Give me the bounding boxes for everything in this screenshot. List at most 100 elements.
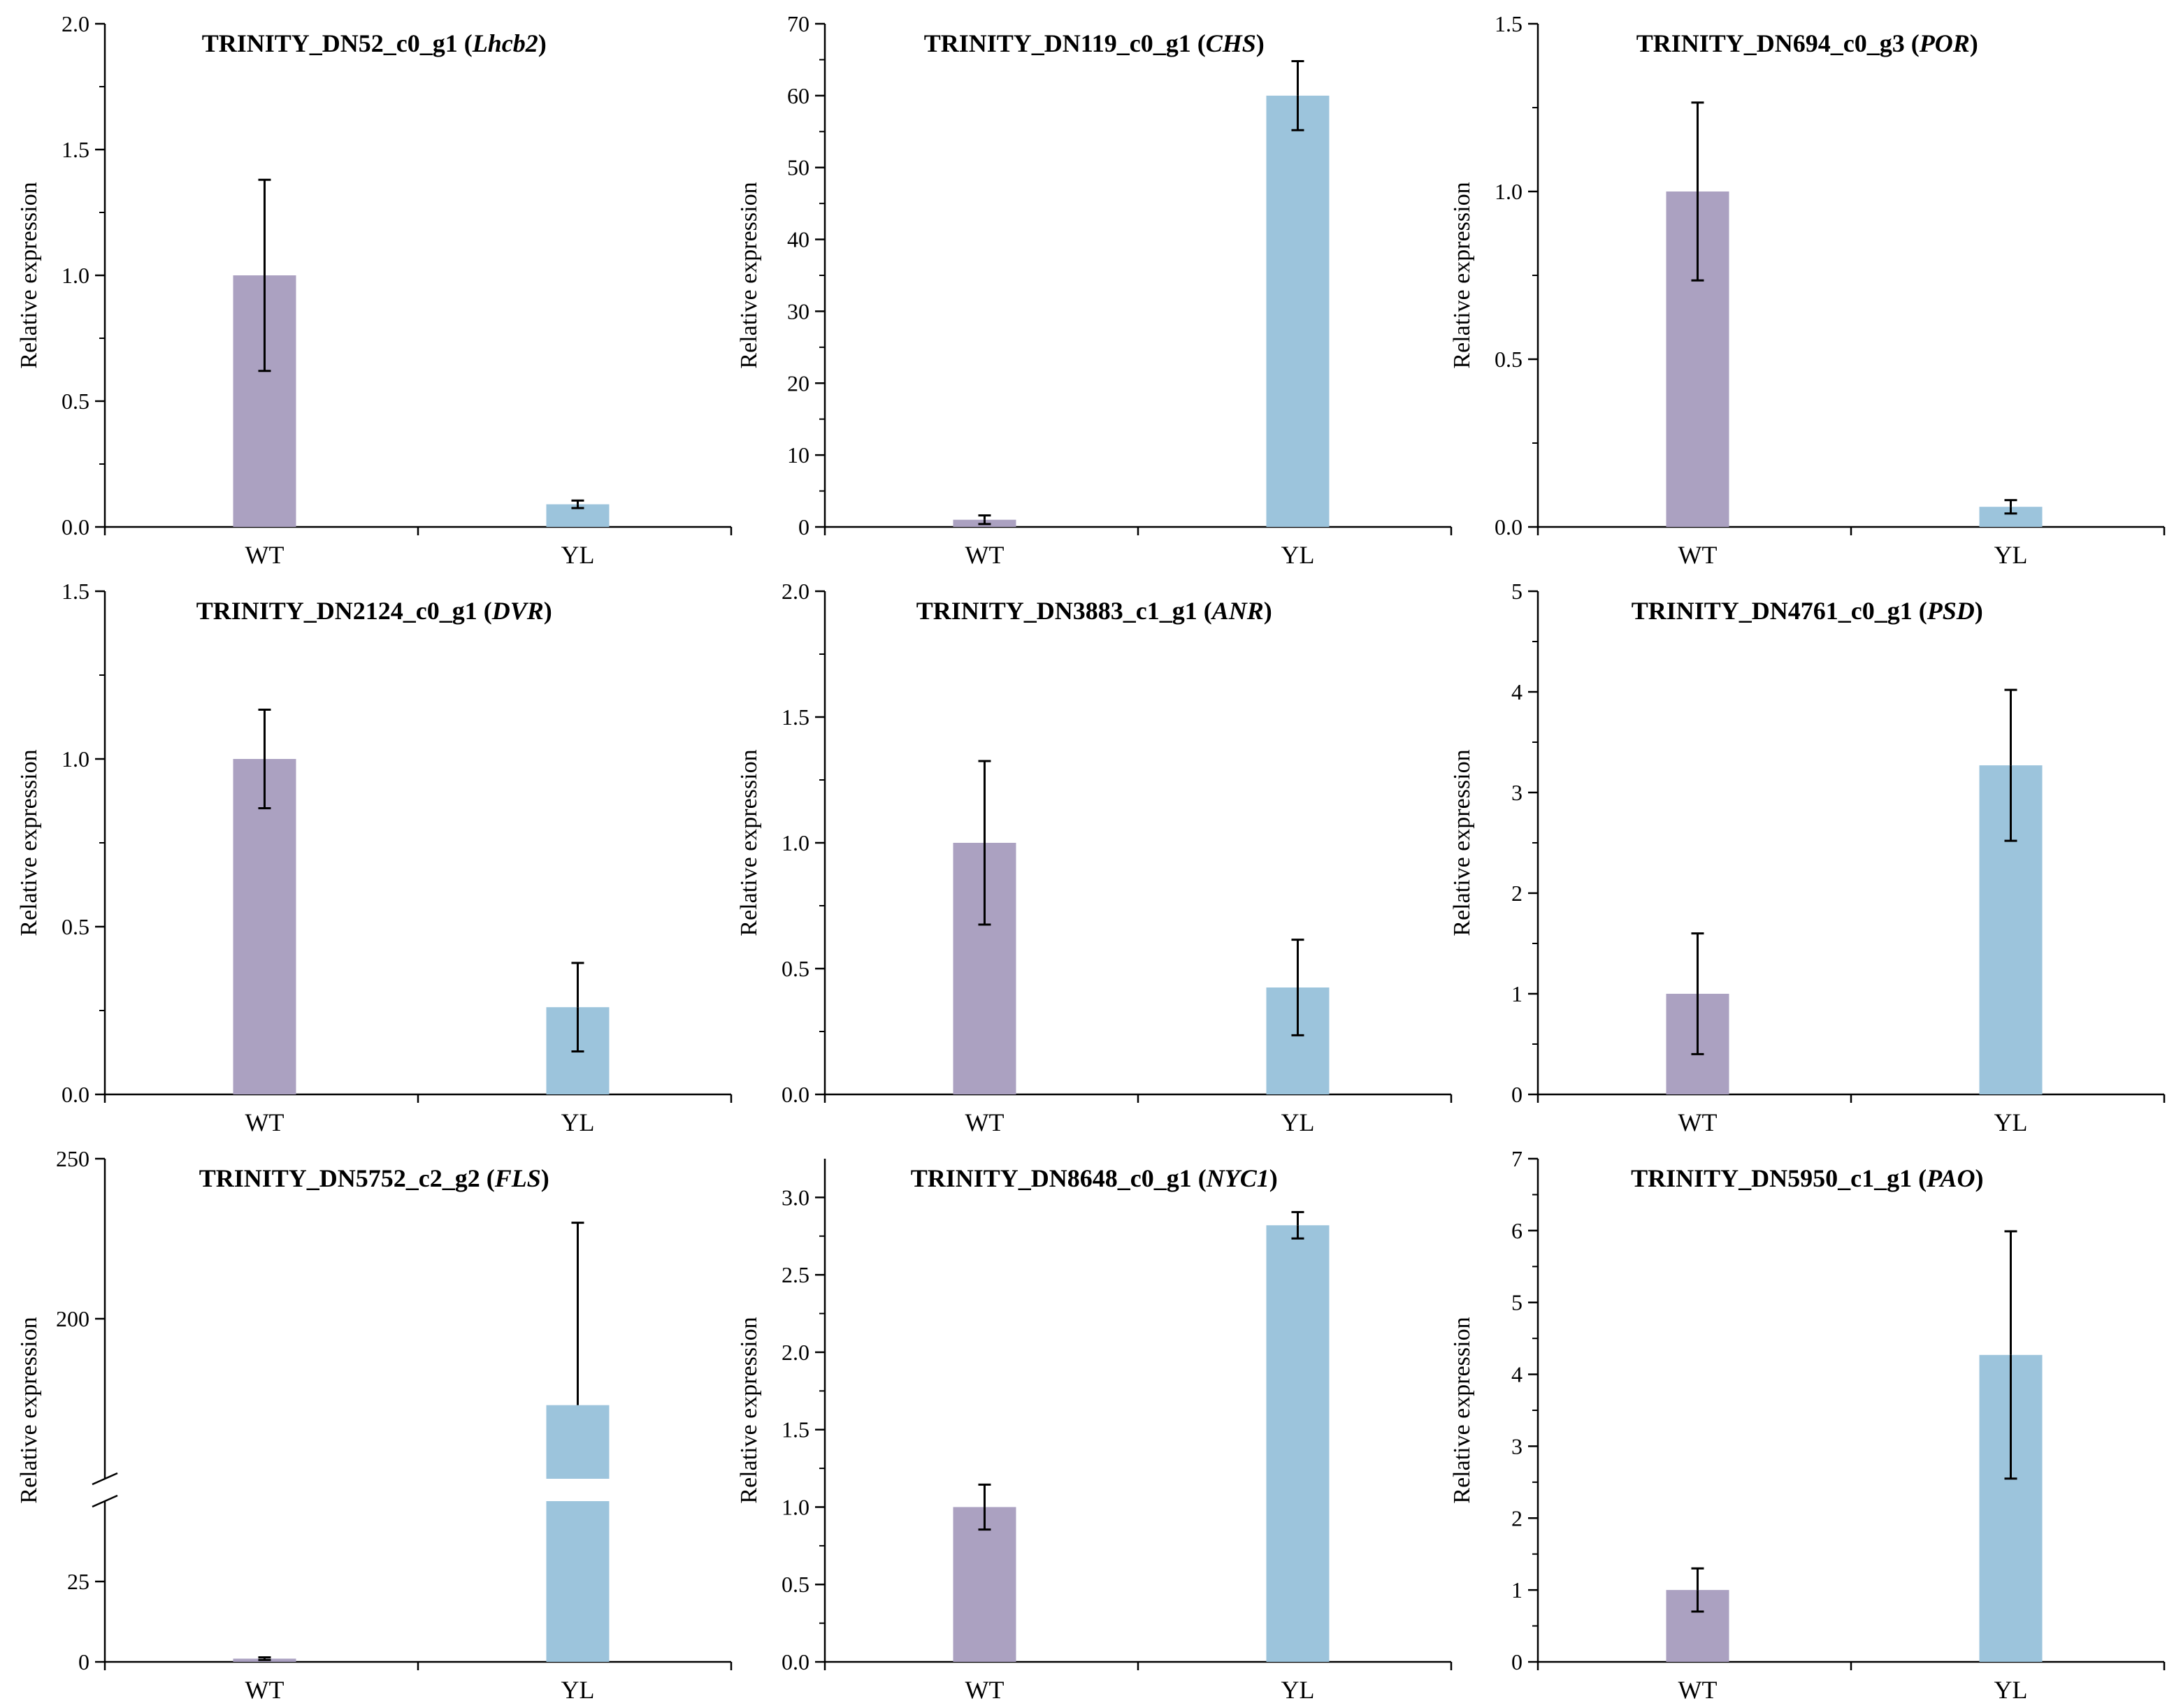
x-category-label: YL xyxy=(1994,541,2027,569)
y-tick-label: 0.0 xyxy=(782,1649,809,1674)
y-tick-label: 1.5 xyxy=(782,704,809,730)
y-tick-label: 0 xyxy=(798,514,809,540)
x-category-label: YL xyxy=(1281,1676,1314,1704)
y-tick-label: 1.0 xyxy=(62,263,89,288)
y-tick-label: 25 xyxy=(67,1569,89,1594)
y-tick-label: 1.0 xyxy=(1495,179,1523,204)
y-tick-label: 0.5 xyxy=(62,914,89,939)
y-axis-label: Relative expression xyxy=(16,182,42,368)
chart-panel: 0.0 0.5 1.0 1.5 2.0 WT YL TRINITY_DN3883_c1_g1 … xyxy=(736,579,1453,1136)
y-tick-label: 70 xyxy=(787,11,809,36)
x-category-label: YL xyxy=(1281,541,1314,569)
y-tick-label: 2 xyxy=(1511,1505,1523,1530)
y-tick-label: 1 xyxy=(1511,981,1523,1006)
chart-panel: 0 10 20 30 40 50 60 70 WT YL TRINITY_DN119_c0_g1 (… xyxy=(736,11,1453,569)
chart-title: TRINITY_DN8648_c0_g1 (NYC1) xyxy=(911,1164,1278,1192)
chart-panel: 0 25 200 250 WT YL TRINITY_DN5752_c2_g2 (FLS) R… xyxy=(16,1146,733,1704)
y-tick-label: 0 xyxy=(1511,1649,1523,1674)
y-tick-label: 1.5 xyxy=(1495,11,1523,36)
y-tick-label: 20 xyxy=(787,370,809,396)
y-tick-label: 50 xyxy=(787,155,809,180)
x-category-label: YL xyxy=(1281,1108,1314,1136)
chart-title: TRINITY_DN119_c0_g1 (CHS) xyxy=(924,29,1265,57)
x-category-label: WT xyxy=(245,1676,284,1704)
chart-title: TRINITY_DN2124_c0_g1 (DVR) xyxy=(196,597,552,625)
y-tick-label: 1.5 xyxy=(62,579,89,604)
chart-title: TRINITY_DN52_c0_g1 (Lhcb2) xyxy=(202,29,547,57)
y-axis-label: Relative expression xyxy=(16,1317,42,1503)
y-tick-label: 0.0 xyxy=(62,1082,89,1107)
bar xyxy=(953,1507,1016,1662)
axis-break-gap xyxy=(101,1479,109,1501)
x-category-label: WT xyxy=(965,541,1004,569)
x-category-label: WT xyxy=(1678,1676,1717,1704)
y-tick-label: 2.0 xyxy=(62,11,89,36)
chart-title: TRINITY_DN3883_c1_g1 (ANR) xyxy=(916,597,1272,625)
x-category-label: YL xyxy=(561,1108,594,1136)
y-tick-label: 2.0 xyxy=(782,1340,809,1365)
chart-panel: 0.0 0.5 1.0 1.5 WT YL TRINITY_DN694_c0_g3 (POR… xyxy=(1449,11,2166,569)
x-category-label: WT xyxy=(1678,541,1717,569)
y-tick-label: 40 xyxy=(787,227,809,252)
y-tick-label: 2.5 xyxy=(782,1262,809,1287)
chart-panel: 0 1 2 3 4 5 6 7 WT YL TRINITY_DN5950_c1_g1 (PAO) Re… xyxy=(1449,1146,2166,1704)
y-tick-label: 7 xyxy=(1511,1146,1523,1171)
y-tick-label: 3.0 xyxy=(782,1185,809,1210)
y-tick-label: 30 xyxy=(787,298,809,324)
y-tick-label: 1.0 xyxy=(782,1494,809,1519)
y-tick-label: 3 xyxy=(1511,1433,1523,1459)
y-tick-label: 4 xyxy=(1511,679,1523,704)
axis-break-mark xyxy=(92,1494,118,1508)
y-axis-label: Relative expression xyxy=(736,1317,762,1503)
x-category-label: YL xyxy=(1994,1676,2027,1704)
chart-panel: 0.0 0.5 1.0 1.5 2.0 2.5 3.0 WT YL TRINITY_DN8648_… xyxy=(736,1159,1453,1704)
chart-title: TRINITY_DN694_c0_g3 (POR) xyxy=(1636,29,1978,57)
y-tick-label: 0.5 xyxy=(782,956,809,981)
y-axis-label: Relative expression xyxy=(1449,1317,1475,1503)
y-tick-label: 0.0 xyxy=(782,1082,809,1107)
y-tick-label: 5 xyxy=(1511,1290,1523,1315)
y-tick-label: 0 xyxy=(78,1649,89,1674)
y-tick-label: 1.0 xyxy=(782,830,809,855)
y-tick-label: 1.0 xyxy=(62,746,89,772)
chart-panel: 0.0 0.5 1.0 1.5 2.0 WT YL TRINITY_DN52_c0_g1 (L… xyxy=(16,11,733,569)
y-axis-label: Relative expression xyxy=(1449,749,1475,936)
x-category-label: YL xyxy=(1994,1108,2027,1136)
y-tick-label: 1.5 xyxy=(62,137,89,162)
y-tick-label: 2 xyxy=(1511,881,1523,906)
chart-title: TRINITY_DN4761_c0_g1 (PSD) xyxy=(1632,597,1983,625)
axis-break-mark xyxy=(92,1472,118,1486)
chart-title: TRINITY_DN5752_c2_g2 (FLS) xyxy=(199,1164,549,1192)
bar xyxy=(546,1405,610,1479)
y-tick-label: 200 xyxy=(56,1306,89,1331)
chart-panel: 0.0 0.5 1.0 1.5 WT YL TRINITY_DN2124_c0_g1 (DV… xyxy=(16,579,733,1136)
y-tick-label: 0.5 xyxy=(62,389,89,414)
y-tick-label: 0 xyxy=(1511,1082,1523,1107)
y-axis-label: Relative expression xyxy=(736,182,762,368)
x-category-label: YL xyxy=(561,1676,594,1704)
y-tick-label: 0.0 xyxy=(1495,514,1523,540)
y-axis-label: Relative expression xyxy=(16,749,42,936)
y-tick-label: 4 xyxy=(1511,1362,1523,1387)
y-tick-label: 0.0 xyxy=(62,514,89,540)
bar xyxy=(1266,1225,1330,1662)
y-tick-label: 5 xyxy=(1511,579,1523,604)
bar xyxy=(233,759,296,1094)
x-category-label: WT xyxy=(1678,1108,1717,1136)
y-tick-label: 0.5 xyxy=(1495,347,1523,372)
y-axis-label: Relative expression xyxy=(1449,182,1475,368)
y-tick-label: 1 xyxy=(1511,1577,1523,1602)
y-tick-label: 10 xyxy=(787,442,809,468)
y-tick-label: 3 xyxy=(1511,780,1523,805)
x-category-label: WT xyxy=(965,1676,1004,1704)
y-tick-label: 1.5 xyxy=(782,1417,809,1442)
x-category-label: WT xyxy=(965,1108,1004,1136)
y-tick-label: 60 xyxy=(787,83,809,108)
bar xyxy=(1266,95,1330,527)
y-axis-label: Relative expression xyxy=(736,749,762,936)
chart-panel: 0 1 2 3 4 5 WT YL TRINITY_DN4761_c0_g1 (PSD) Rela… xyxy=(1449,579,2166,1136)
chart-title: TRINITY_DN5950_c1_g1 (PAO) xyxy=(1631,1164,1983,1192)
x-category-label: YL xyxy=(561,541,594,569)
x-category-label: WT xyxy=(245,541,284,569)
